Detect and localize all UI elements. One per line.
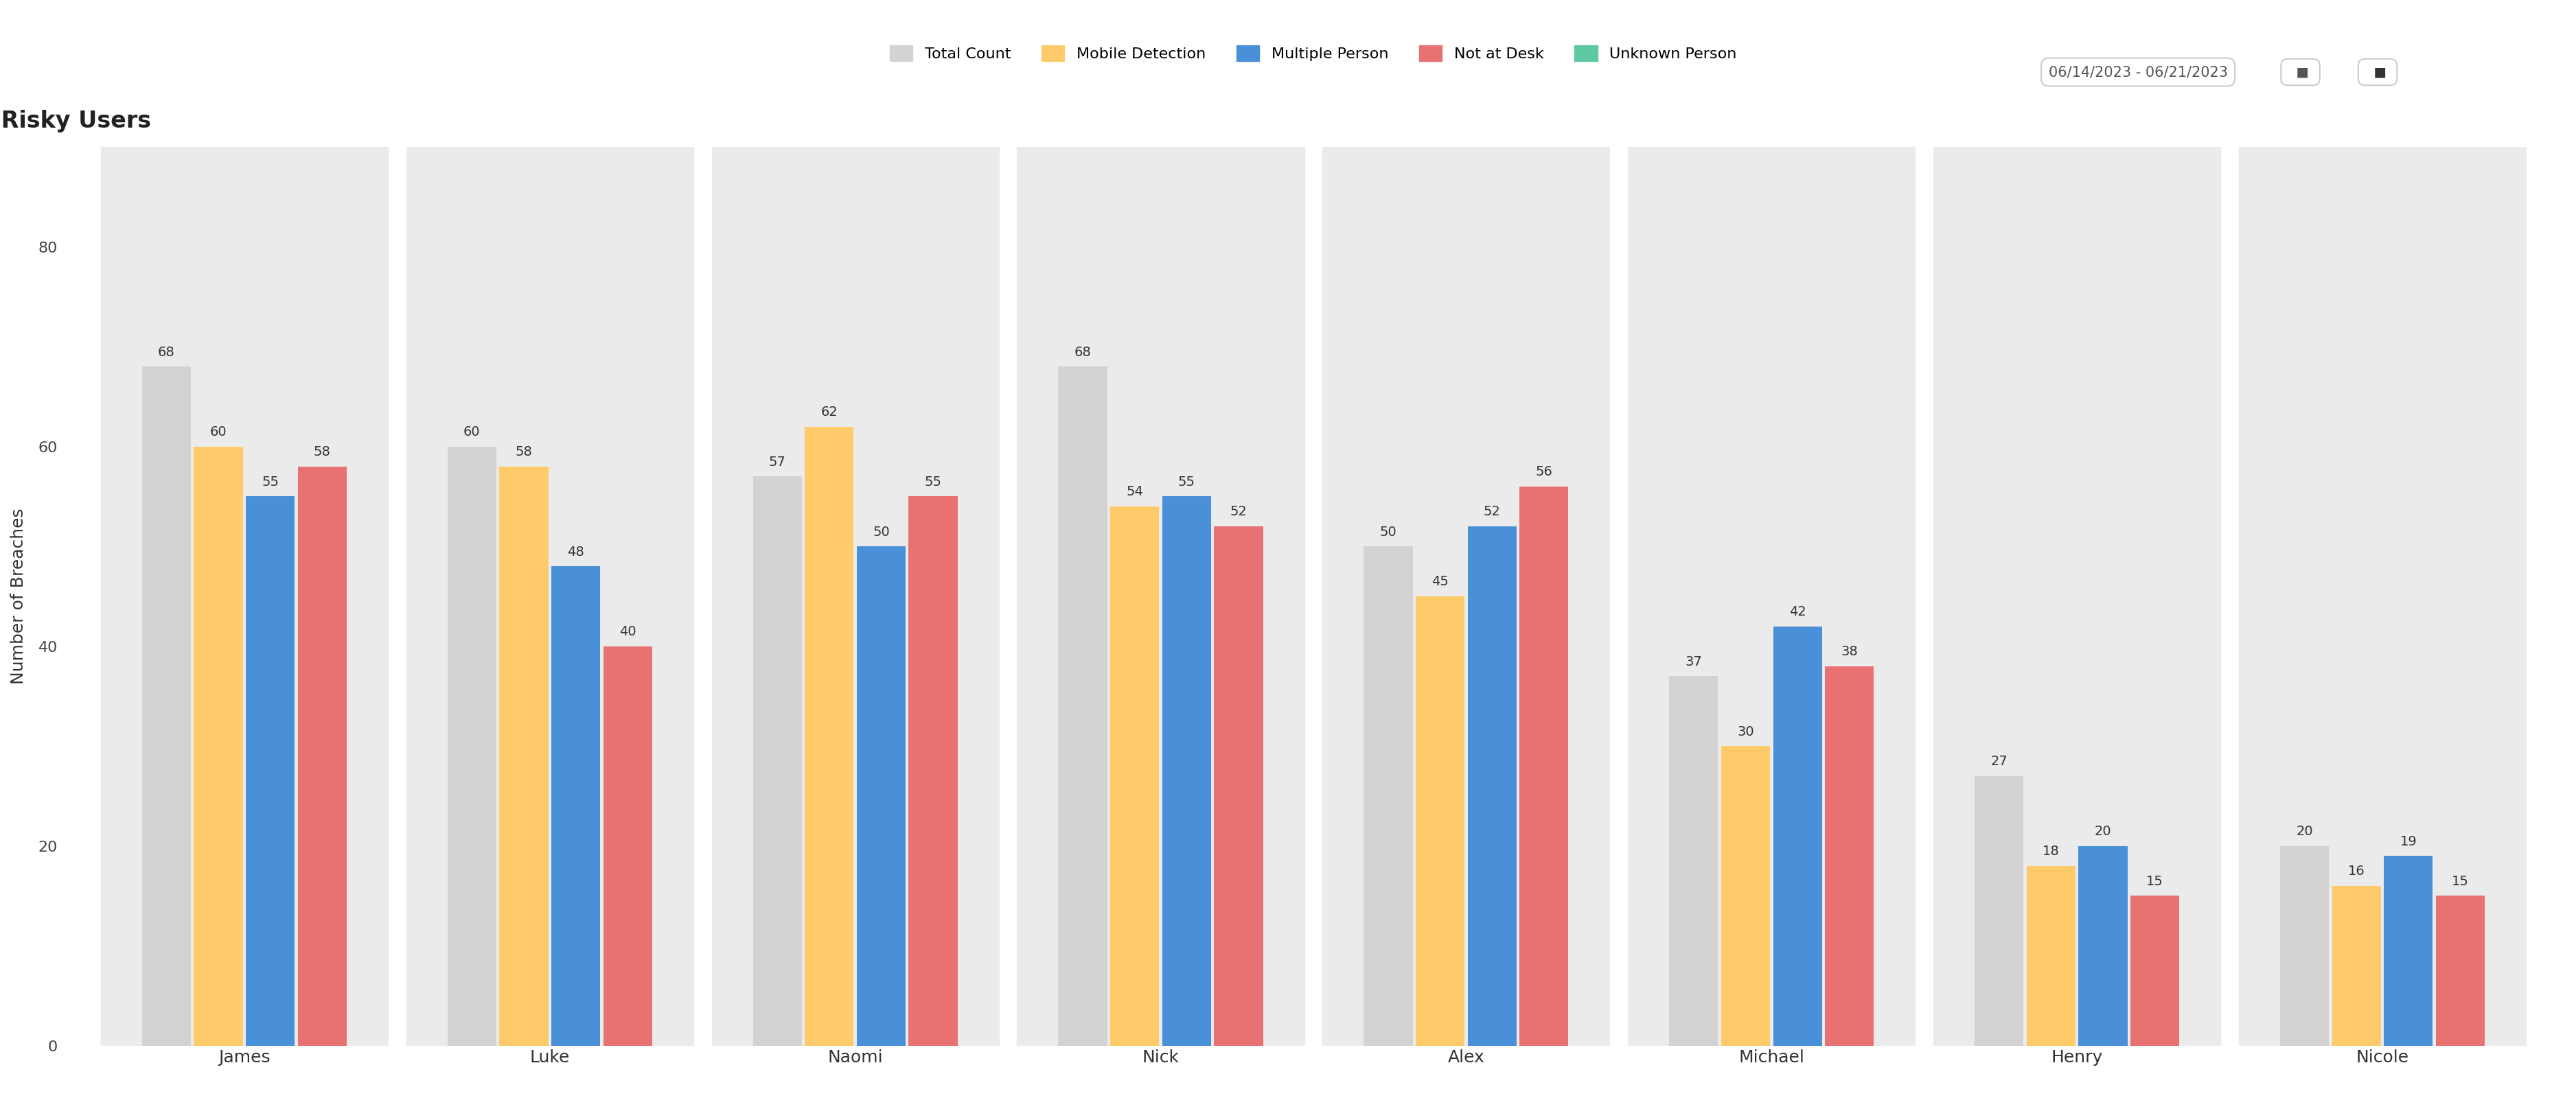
Text: 37: 37 bbox=[1685, 655, 1703, 669]
Bar bbox=[500, 467, 549, 1046]
Text: 42: 42 bbox=[1788, 606, 1806, 618]
Bar bbox=[1018, 147, 1303, 1046]
Text: 50: 50 bbox=[873, 526, 889, 538]
Bar bbox=[1363, 547, 1412, 1046]
Bar bbox=[804, 427, 853, 1046]
Text: 15: 15 bbox=[2146, 875, 2164, 888]
Text: 68: 68 bbox=[1074, 346, 1092, 358]
Bar bbox=[1417, 597, 1466, 1046]
Text: 45: 45 bbox=[1432, 576, 1448, 588]
Legend: Total Count, Mobile Detection, Multiple Person, Not at Desk, Unknown Person: Total Count, Mobile Detection, Multiple … bbox=[881, 38, 1744, 69]
Text: 30: 30 bbox=[1736, 725, 1754, 739]
Bar bbox=[603, 647, 652, 1046]
Bar bbox=[1772, 627, 1821, 1046]
Text: 52: 52 bbox=[1484, 506, 1502, 518]
Bar bbox=[448, 447, 497, 1046]
Text: ■: ■ bbox=[2287, 65, 2313, 79]
Bar bbox=[193, 447, 242, 1046]
Text: 54: 54 bbox=[1126, 486, 1144, 498]
Text: 40: 40 bbox=[618, 625, 636, 638]
Bar bbox=[909, 497, 958, 1046]
Text: 27: 27 bbox=[1991, 755, 2007, 769]
Bar bbox=[1213, 527, 1262, 1046]
Text: 62: 62 bbox=[822, 406, 837, 418]
Bar bbox=[858, 547, 907, 1046]
Bar bbox=[2437, 896, 2486, 1046]
Bar bbox=[2383, 856, 2432, 1046]
Text: 16: 16 bbox=[2347, 865, 2365, 878]
Text: 55: 55 bbox=[1177, 476, 1195, 488]
Text: 19: 19 bbox=[2401, 835, 2416, 848]
Bar bbox=[2130, 896, 2179, 1046]
Bar bbox=[1721, 746, 1770, 1046]
Bar bbox=[2280, 846, 2329, 1046]
Bar bbox=[551, 567, 600, 1046]
Bar bbox=[1162, 497, 1211, 1046]
Y-axis label: Number of Breaches: Number of Breaches bbox=[10, 508, 26, 684]
Bar bbox=[2331, 886, 2380, 1046]
Bar bbox=[1059, 367, 1108, 1046]
Bar bbox=[245, 497, 294, 1046]
Text: 15: 15 bbox=[2452, 875, 2468, 888]
Text: 60: 60 bbox=[464, 426, 479, 438]
Text: 18: 18 bbox=[2043, 845, 2061, 858]
Bar bbox=[1110, 507, 1159, 1046]
Bar bbox=[1824, 667, 1873, 1046]
Bar bbox=[407, 147, 693, 1046]
Bar bbox=[2079, 846, 2128, 1046]
Text: 20: 20 bbox=[2094, 825, 2112, 838]
Text: 38: 38 bbox=[1842, 645, 1857, 659]
Text: 50: 50 bbox=[1381, 526, 1396, 538]
Text: 60: 60 bbox=[209, 426, 227, 438]
Text: 68: 68 bbox=[157, 346, 175, 358]
Text: Top Risky Users: Top Risky Users bbox=[0, 110, 152, 133]
Bar bbox=[1321, 147, 1610, 1046]
Bar bbox=[711, 147, 999, 1046]
Bar bbox=[142, 367, 191, 1046]
Text: ■: ■ bbox=[2365, 65, 2391, 79]
Bar bbox=[2239, 147, 2527, 1046]
Text: 20: 20 bbox=[2295, 825, 2313, 838]
Bar bbox=[1669, 676, 1718, 1046]
Bar bbox=[2027, 866, 2076, 1046]
Text: 55: 55 bbox=[263, 476, 278, 488]
Text: 58: 58 bbox=[515, 446, 533, 458]
Text: 56: 56 bbox=[1535, 466, 1553, 478]
Bar bbox=[1628, 147, 1914, 1046]
Bar bbox=[1468, 527, 1517, 1046]
Bar bbox=[1520, 487, 1569, 1046]
Text: 58: 58 bbox=[314, 446, 330, 458]
Bar bbox=[100, 147, 389, 1046]
Bar bbox=[1935, 147, 2221, 1046]
Bar bbox=[299, 467, 348, 1046]
Text: 52: 52 bbox=[1229, 506, 1247, 518]
Text: 48: 48 bbox=[567, 546, 585, 558]
Text: 57: 57 bbox=[768, 456, 786, 468]
Text: 06/14/2023 - 06/21/2023: 06/14/2023 - 06/21/2023 bbox=[2048, 65, 2228, 79]
Bar bbox=[1976, 776, 2025, 1046]
Bar bbox=[752, 477, 801, 1046]
Text: 55: 55 bbox=[925, 476, 943, 488]
